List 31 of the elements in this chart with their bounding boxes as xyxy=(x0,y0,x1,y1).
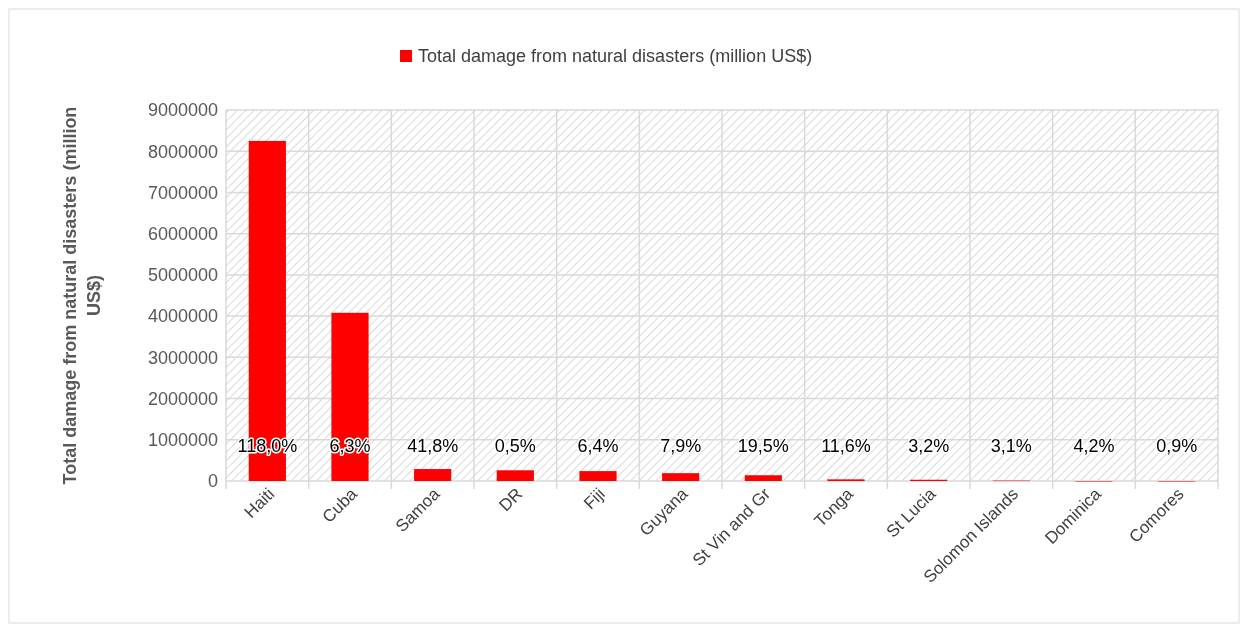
annotation: 41,8% xyxy=(407,436,459,457)
bar xyxy=(579,471,617,481)
annotation: 7,9% xyxy=(660,436,702,457)
y-tick-label: 3000000 xyxy=(147,347,218,368)
annotation: 3,2% xyxy=(908,436,950,457)
annotation: 6,4% xyxy=(577,436,619,457)
y-axis-title: Total damage from natural disasters (million US$) xyxy=(60,106,104,485)
annotation: 0,5% xyxy=(494,436,536,457)
annotation: 19,5% xyxy=(737,436,789,457)
x-tick-label: DR xyxy=(495,484,527,516)
annotation: 0,9% xyxy=(1156,436,1198,457)
x-tick-label: Fiji xyxy=(580,484,609,514)
bar xyxy=(496,470,534,481)
bar xyxy=(414,469,452,481)
y-tick-label: 8000000 xyxy=(147,141,218,162)
x-tick-label: St Vin and Gr xyxy=(688,484,775,570)
annotation: 4,2% xyxy=(1073,436,1115,457)
annotation: 3,1% xyxy=(990,436,1032,457)
y-tick-label: 2000000 xyxy=(147,388,218,409)
bar xyxy=(744,475,782,481)
y-tick-label: 1000000 xyxy=(147,430,218,451)
y-tick-label: 9000000 xyxy=(147,100,218,121)
legend-label: Total damage from natural disasters (million US$) xyxy=(418,46,813,67)
y-tick-label: 5000000 xyxy=(147,265,218,286)
bar xyxy=(662,473,700,481)
y-tick-label: 7000000 xyxy=(147,182,218,203)
bar xyxy=(331,312,369,481)
annotation: 11,6% xyxy=(821,436,871,457)
y-tick-label: 6000000 xyxy=(147,223,218,244)
y-tick-label: 4000000 xyxy=(147,306,218,327)
y-tick-label: 0 xyxy=(207,471,218,492)
